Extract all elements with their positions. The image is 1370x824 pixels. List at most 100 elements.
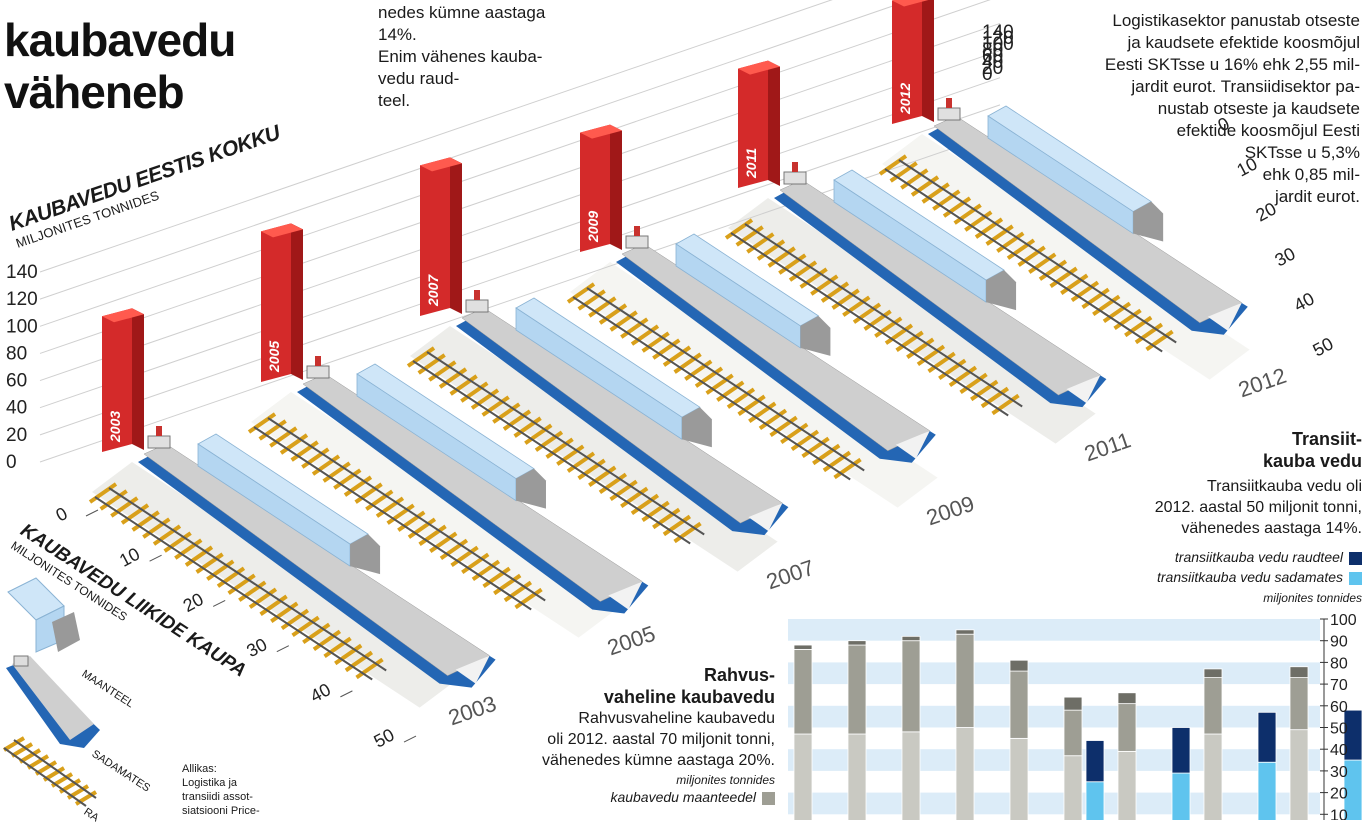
rail-sleeper [932, 189, 961, 211]
types-tick: 40 [307, 679, 334, 706]
transit-bar-segment [1257, 761, 1277, 820]
rail-sleeper [991, 393, 1020, 416]
ship-bow [455, 655, 490, 684]
rail-sleeper [482, 566, 511, 589]
rail-icon [3, 747, 87, 807]
types-tick-line [85, 509, 99, 517]
rail-sleeper [673, 352, 702, 374]
rail-sleeper [269, 426, 298, 448]
transit-bar-segment [1085, 740, 1105, 783]
lead-line: vedu raud- [378, 69, 460, 88]
total-y-tick: 20 [6, 425, 27, 446]
ship-bow [748, 503, 783, 532]
lead-line: Enim vähenes kauba- [378, 47, 543, 66]
rail-sleeper [577, 289, 606, 311]
rail-sleeper [948, 365, 978, 388]
rail-sleeper [985, 224, 1014, 246]
rail-sleeper [820, 281, 850, 303]
rail-sleeper [1134, 322, 1164, 345]
rail-sleeper [748, 401, 777, 423]
total-bar-year: 2009 [585, 211, 601, 243]
rail-sleeper [964, 210, 993, 232]
rail-sleeper [884, 323, 914, 345]
total-bar-side [450, 157, 462, 314]
year-group: 2011 [724, 60, 1107, 417]
rail-sleeper [921, 182, 950, 204]
intl-bar-segment [901, 635, 921, 642]
rail-sleeper [1070, 280, 1100, 302]
port-icon-deck [12, 656, 94, 740]
rail-sleeper [630, 493, 660, 516]
headline-line-1: kaubavedu [4, 14, 236, 66]
total-bar-top [580, 124, 622, 139]
rail-sleeper [662, 345, 692, 367]
intl-block: Rahvus- vaheline kaubavedu Rahvusvahelin… [470, 664, 775, 805]
band [788, 705, 1320, 728]
rail-sleeper [737, 394, 766, 416]
intl-bands [788, 619, 1320, 815]
rail-sleeper [270, 601, 299, 623]
total-bar-year: 2003 [107, 411, 123, 443]
rail-sleeper [620, 486, 649, 509]
total-y-tick: 0 [6, 452, 17, 473]
rail-icon-sleeper [10, 742, 34, 758]
rail-sleeper [863, 309, 892, 331]
rail-icon-sleeper [2, 736, 26, 752]
rail-sleeper [290, 440, 319, 462]
intl-bar-segment [847, 644, 867, 735]
intl-tick: 10 [1330, 807, 1348, 820]
intl-bar-segment [1203, 668, 1223, 678]
intl-bar-segment [1063, 696, 1083, 711]
rail-sleeper [301, 447, 330, 469]
intl-bar-segment [1203, 677, 1223, 735]
truck-cab [986, 270, 1017, 311]
rail-sleeper [99, 489, 128, 511]
types-tick-right: 10 [1233, 153, 1260, 180]
road-icon-cab [52, 612, 80, 652]
year-label: 2007 [763, 555, 817, 595]
rail-sleeper [927, 351, 956, 374]
intl-bar-segment [793, 648, 813, 735]
rail-sleeper [461, 552, 490, 575]
lead-line: teel. [378, 91, 411, 110]
legend-transit-rail-swatch [1349, 551, 1362, 565]
intl-text-1: Rahvusvaheline kaubavedu [578, 710, 775, 727]
rail-sleeper [906, 337, 935, 359]
rail-sleeper [756, 239, 786, 261]
rail-sleeper [822, 450, 852, 473]
rail-sleeper [726, 387, 756, 409]
ship-funnel [474, 290, 480, 300]
intl-tick: 60 [1330, 699, 1348, 716]
rail-sleeper [938, 358, 967, 381]
rail-sleeper [1081, 287, 1110, 310]
rail-sleeper [397, 510, 426, 532]
total-bar [892, 0, 922, 124]
rail-sleeper [471, 559, 501, 582]
rail-sleeper [910, 175, 940, 197]
rail-sleeper [652, 507, 681, 530]
rail-sleeper [206, 559, 235, 581]
intl-bar-segment [1117, 703, 1137, 752]
rail-sleeper [365, 489, 394, 511]
rail-sleeper [450, 545, 479, 568]
rail-sleeper [996, 231, 1025, 253]
rail-sleeper [354, 482, 383, 504]
intl-bar-segment [901, 731, 921, 820]
rail [730, 232, 1009, 417]
intl-text-2: oli 2012. aastal 70 miljonit tonni, [547, 731, 775, 748]
rail-sleeper [312, 629, 342, 652]
types-tick-line [149, 554, 162, 562]
intl-title-2: vaheline kaubavedu [603, 687, 775, 707]
side-line: nustab otseste ja kaudsete [1157, 99, 1360, 118]
ship-bow [1207, 302, 1242, 331]
rail-sleeper [842, 295, 871, 317]
source-line: Logistika ja [182, 777, 238, 789]
transit-bar-segment [1085, 781, 1105, 820]
rail-sleeper [428, 360, 457, 382]
rail [412, 360, 691, 545]
intl-tick: 100 [1330, 612, 1357, 629]
rail-sleeper [1060, 273, 1089, 295]
rail-sleeper [767, 246, 796, 268]
